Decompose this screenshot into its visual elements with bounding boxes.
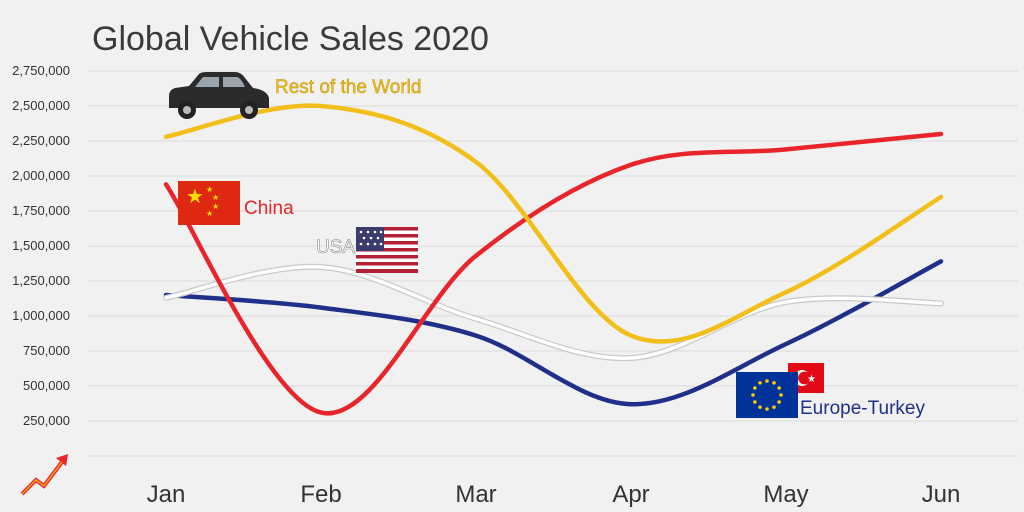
x-tick-label: Mar <box>455 481 496 508</box>
series-label-europe-turkey: Europe-Turkey <box>800 398 925 419</box>
y-tick-label: 2,000,000 <box>12 168 70 183</box>
series-lines <box>163 103 944 416</box>
x-tick-label: Feb <box>300 481 341 508</box>
eu-star-icon <box>765 379 769 383</box>
series-label-usa: USA <box>316 237 355 258</box>
eu-star-icon <box>751 393 755 397</box>
eu-star-icon <box>765 407 769 411</box>
series-line-usa <box>164 264 943 360</box>
svg-text:★: ★ <box>212 202 219 211</box>
y-axis-ticks: 250,000 500,000 750,000 1,000,000 1,250,000 1… <box>12 63 70 428</box>
eu-star-icon <box>758 405 762 409</box>
series-line-rest-of-the-world <box>163 103 944 344</box>
svg-text:★: ★ <box>206 209 213 218</box>
growth-arrow-logo-icon <box>20 454 68 496</box>
series-line-china <box>163 131 944 416</box>
x-tick-label: Jun <box>922 481 961 508</box>
eu-star-icon <box>753 400 757 404</box>
chart-title: Global Vehicle Sales 2020 <box>92 20 489 58</box>
eu-star-icon <box>777 400 781 404</box>
eu-star-icon <box>758 381 762 385</box>
svg-text:★: ★ <box>186 184 204 208</box>
y-tick-label: 2,750,000 <box>12 63 70 78</box>
eu-star-icon <box>753 386 757 390</box>
eu-star-icon <box>772 405 776 409</box>
y-tick-label: 1,500,000 <box>12 238 70 253</box>
y-tick-label: 750,000 <box>23 343 70 358</box>
eu-turkey-flag-icon: ★ <box>736 363 824 418</box>
grid-lines <box>88 70 1018 457</box>
eu-star-icon <box>779 393 783 397</box>
car-icon <box>169 72 269 119</box>
y-tick-label: 1,000,000 <box>12 308 70 323</box>
y-tick-label: 2,250,000 <box>12 133 70 148</box>
y-tick-label: 500,000 <box>23 378 70 393</box>
china-flag-icon: ★ ★ ★ ★ ★ <box>178 181 240 225</box>
y-tick-label: 1,750,000 <box>12 203 70 218</box>
svg-text:★: ★ <box>206 185 213 194</box>
svg-text:★: ★ <box>807 374 816 385</box>
x-tick-label: Jan <box>147 481 186 508</box>
y-tick-label: 250,000 <box>23 413 70 428</box>
y-tick-label: 2,500,000 <box>12 98 70 113</box>
series-label-rest-of-the-world: Rest of the World <box>275 77 421 98</box>
x-axis-ticks: Jan Feb Mar Apr May Jun <box>147 481 961 508</box>
series-label-china: China <box>244 198 294 219</box>
y-tick-label: 1,250,000 <box>12 273 70 288</box>
eu-star-icon <box>777 386 781 390</box>
svg-text:★: ★ <box>212 193 219 202</box>
x-tick-label: May <box>763 481 808 508</box>
usa-flag-icon <box>356 227 418 273</box>
x-tick-label: Apr <box>612 481 649 508</box>
eu-star-icon <box>772 381 776 385</box>
series-line-europe-turkey <box>163 259 944 407</box>
